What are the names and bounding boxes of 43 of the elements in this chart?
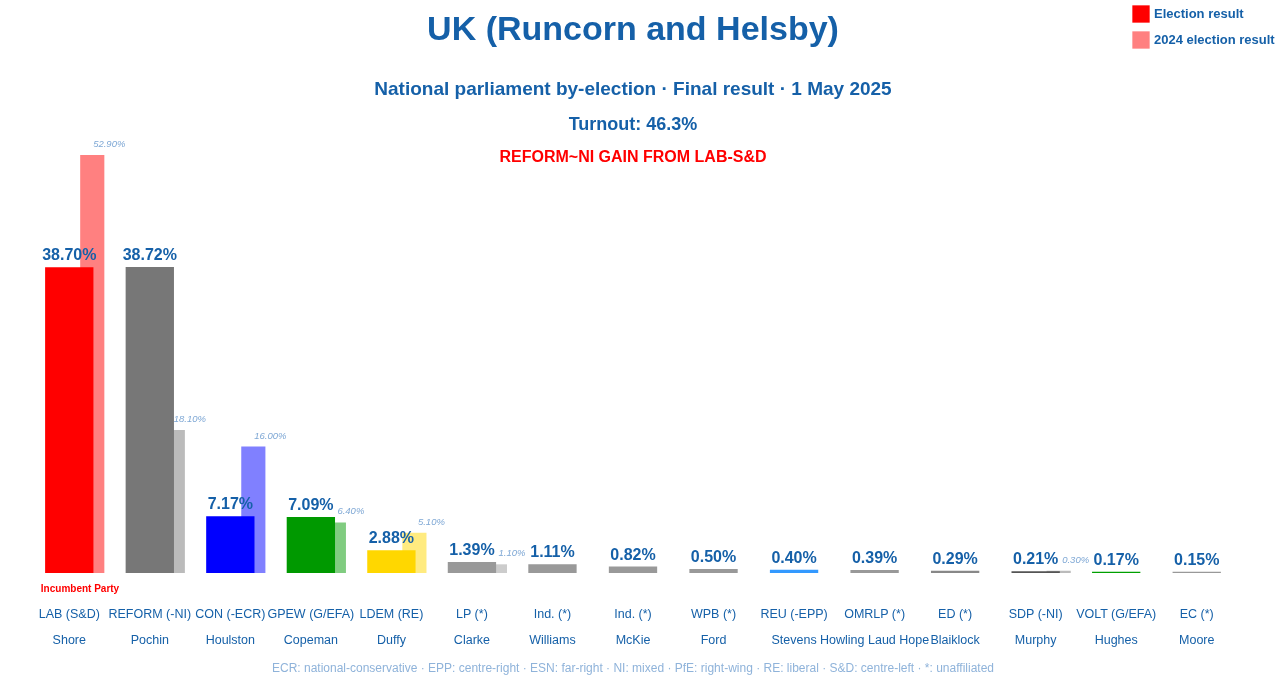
data-label: 38.70% bbox=[42, 246, 97, 264]
data-label: 0.82% bbox=[610, 545, 656, 563]
chart-title: UK (Runcorn and Helsby) bbox=[427, 9, 839, 47]
x-tick-label: REFORM (-NI) Pochin bbox=[108, 606, 192, 647]
x-tick-label: Ind. (*) McKie bbox=[614, 606, 652, 647]
data-label: 0.39% bbox=[851, 548, 898, 566]
text: Turnout: 46.3% bbox=[568, 114, 698, 134]
x-tick-label: EC (*) Moore bbox=[1179, 606, 1215, 647]
data-label: 38.72% bbox=[122, 246, 177, 264]
data-label: 18.10% bbox=[173, 412, 207, 424]
data-label: 1.39% bbox=[449, 541, 495, 559]
data-label: 1.10% bbox=[498, 547, 526, 559]
data-label: 0.17% bbox=[1093, 550, 1139, 568]
x-tick-label: GPEW (G/EFA) Copeman bbox=[267, 606, 355, 647]
x-tick-label: Ind. (*) Williams bbox=[529, 606, 576, 647]
data-label: 0.50% bbox=[690, 548, 737, 566]
x-tick-label: VOLT (G/EFA) Hughes bbox=[1076, 606, 1157, 647]
data-label: 5.10% bbox=[417, 515, 446, 527]
x-tick-label: WPB (*) Ford bbox=[690, 606, 737, 647]
data-label: 0.29% bbox=[932, 549, 978, 567]
data-label: 0.21% bbox=[1012, 550, 1059, 568]
chart-subtitle: National parliament by-election · Final result · 1 May 2025 bbox=[374, 78, 893, 99]
legend-label: 2024 election result bbox=[1154, 32, 1276, 47]
data-label: 16.00% bbox=[254, 429, 287, 441]
text: ECR: national-conservative · EPP: centre-right · ESN: far-right · NI: mixed · PfE: right-wing · RE: liberal · S&D: centre-left · *: unaffiliated bbox=[271, 661, 995, 675]
x-tick-label: LP (*) Clarke bbox=[453, 606, 491, 647]
data-label: 1.11% bbox=[530, 543, 575, 561]
data-label: 0.30% bbox=[1062, 553, 1090, 565]
data-label: 2.88% bbox=[368, 529, 415, 547]
data-label: 7.17% bbox=[207, 495, 254, 513]
data-label: 52.90% bbox=[93, 138, 126, 149]
text: Incumbent Party bbox=[40, 583, 120, 594]
x-tick-label: CON (-ECR) Houlston bbox=[195, 606, 266, 647]
data-label: 0.15% bbox=[1174, 550, 1220, 568]
data-label: 6.40% bbox=[337, 505, 365, 517]
annotation: REFORM~NI GAIN FROM LAB-S&D bbox=[499, 148, 767, 165]
data-label: 0.40% bbox=[771, 548, 817, 566]
data-label: 7.09% bbox=[288, 495, 334, 513]
x-tick-label: ED (*) Blaiklock bbox=[930, 606, 981, 647]
x-tick-label: LDEM (RE) Duffy bbox=[359, 606, 424, 647]
legend-label: Election result bbox=[1154, 6, 1245, 21]
x-tick-label: SDP (-NI) Murphy bbox=[1008, 606, 1063, 647]
x-tick-label: LAB (S&D) Shore bbox=[38, 606, 100, 647]
